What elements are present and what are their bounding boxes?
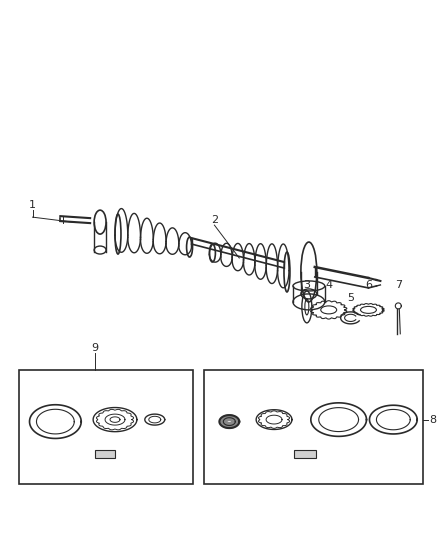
Text: 2: 2: [211, 215, 218, 225]
Text: 4: 4: [325, 280, 332, 290]
Bar: [205, 370, 423, 484]
Bar: [18, 370, 193, 484]
Text: 1: 1: [29, 200, 36, 210]
Text: 9: 9: [92, 343, 99, 353]
Text: 7: 7: [395, 280, 402, 290]
Text: 6: 6: [365, 280, 372, 290]
Bar: [95, 449, 115, 457]
Text: 3: 3: [304, 280, 311, 290]
Bar: [294, 449, 316, 457]
Text: 5: 5: [347, 293, 354, 303]
Text: 8: 8: [430, 415, 437, 425]
